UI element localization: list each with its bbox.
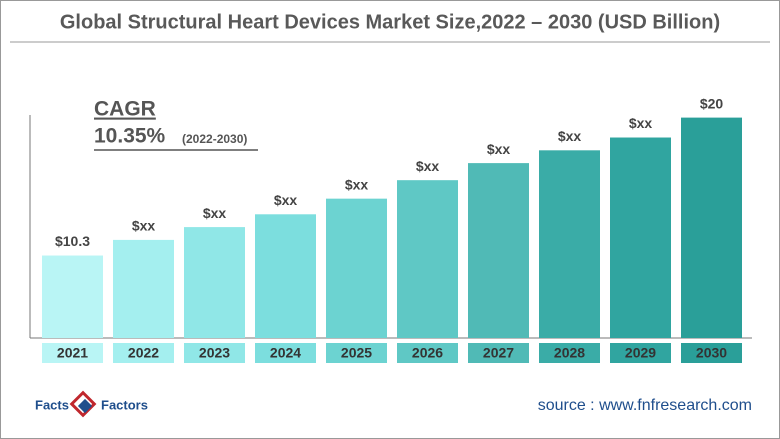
- logo-text: Facts: [35, 397, 69, 412]
- chart-title: Global Structural Heart Devices Market S…: [60, 11, 720, 33]
- cagr-value: 10.35%: [94, 125, 166, 148]
- value-label: $xx: [487, 141, 511, 157]
- value-label: $10.3: [55, 233, 90, 249]
- value-label: $20: [700, 95, 724, 111]
- value-label: $xx: [345, 176, 369, 192]
- cagr-label: CAGR: [94, 98, 156, 121]
- x-tick-label: 2029: [625, 345, 656, 361]
- category-box: [681, 343, 742, 363]
- category-box: [610, 343, 671, 363]
- bar: [468, 163, 529, 338]
- x-tick-label: 2026: [412, 345, 443, 361]
- value-label: $xx: [629, 115, 653, 131]
- category-box: [326, 343, 387, 363]
- value-label: $xx: [132, 218, 156, 234]
- cagr-period: (2022-2030): [182, 132, 247, 146]
- bar: [610, 137, 671, 338]
- bar: [113, 239, 174, 338]
- category-box: [42, 343, 103, 363]
- bar: [42, 255, 103, 338]
- logo-text: Factors: [101, 397, 148, 412]
- x-tick-label: 2023: [199, 345, 230, 361]
- category-box: [539, 343, 600, 363]
- logo-icon: [77, 398, 93, 414]
- category-box: [255, 343, 316, 363]
- source: source : www.fnfresearch.com: [538, 397, 752, 414]
- bar: [326, 198, 387, 338]
- x-tick-label: 2030: [696, 345, 727, 361]
- value-label: $xx: [558, 128, 582, 144]
- bar: [397, 180, 458, 338]
- logo: Facts Factors: [35, 390, 148, 418]
- x-tick-label: 2022: [128, 345, 159, 361]
- value-label: $xx: [203, 205, 227, 221]
- value-label: $xx: [416, 158, 440, 174]
- x-tick-label: 2028: [554, 345, 585, 361]
- value-label: $xx: [274, 192, 298, 208]
- logo-icon: [69, 390, 97, 418]
- bar: [539, 150, 600, 338]
- category-box: [468, 343, 529, 363]
- x-tick-label: 2025: [341, 345, 372, 361]
- x-tick-label: 2021: [57, 345, 88, 361]
- category-box: [184, 343, 245, 363]
- x-tick-label: 2024: [270, 345, 301, 361]
- category-box: [397, 343, 458, 363]
- bar: [255, 214, 316, 338]
- bar: [184, 227, 245, 338]
- bar: [681, 117, 742, 338]
- category-box: [113, 343, 174, 363]
- x-tick-label: 2027: [483, 345, 514, 361]
